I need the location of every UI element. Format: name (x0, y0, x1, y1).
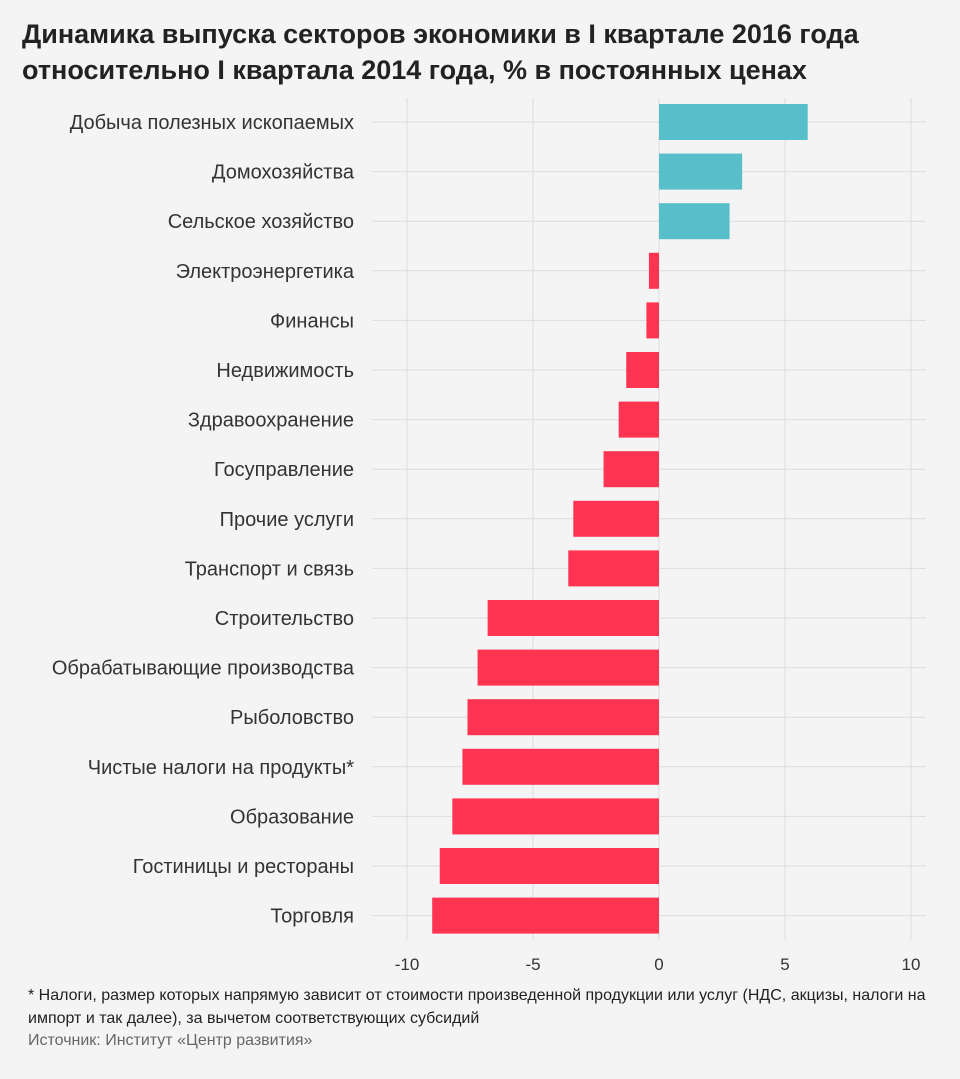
bar (477, 649, 659, 686)
bar (603, 451, 659, 488)
category-label: Строительство (215, 608, 354, 630)
bar (487, 600, 659, 636)
chart-title: Динамика выпуска секторов экономики в I … (22, 19, 859, 85)
x-tick-label: -5 (525, 955, 540, 974)
category-label: Финансы (270, 310, 354, 332)
category-label: Образование (230, 806, 354, 828)
source-note: Источник: Институт «Центр развития» (28, 1032, 313, 1049)
category-label: Прочие услуги (220, 509, 354, 531)
category-label: Здравоохранение (188, 410, 354, 432)
x-tick-label: -10 (395, 955, 420, 974)
category-label: Домохозяйства (212, 162, 355, 184)
category-label: Рыболовство (230, 707, 354, 729)
category-label: Обрабатывающие производства (52, 658, 355, 680)
bar (646, 302, 659, 339)
bar (467, 699, 659, 736)
x-axis-ticks: -10 -5 0 5 10 (395, 955, 921, 974)
category-label: Электроэнергетика (176, 261, 355, 283)
category-label: Госуправление (214, 459, 354, 481)
category-label: Недвижимость (216, 360, 354, 382)
bar (626, 352, 659, 388)
bar (659, 104, 808, 140)
bar (659, 203, 730, 240)
x-tick-label: 0 (654, 955, 663, 974)
bar (659, 153, 743, 190)
bar (452, 798, 659, 835)
category-label: Транспорт и связь (185, 558, 354, 580)
bar (568, 550, 659, 587)
category-label: Чистые налоги на продукты* (88, 757, 354, 779)
bar (573, 500, 659, 537)
category-label: Торговля (270, 906, 354, 928)
footnote: * Налоги, размер которых напрямую зависи… (28, 987, 926, 1027)
category-label: Гостиницы и рестораны (133, 856, 354, 878)
x-tick-label: 5 (780, 955, 789, 974)
bar (462, 748, 659, 785)
category-label: Добыча полезных ископаемых (70, 112, 354, 134)
category-label: Сельское хозяйство (168, 211, 354, 233)
bar (648, 252, 659, 289)
bar (432, 897, 659, 934)
bar-chart: Добыча полезных ископаемых Домохозяйства С… (52, 98, 926, 974)
category-labels: Добыча полезных ископаемых Домохозяйства С… (52, 112, 355, 928)
bar (618, 401, 659, 438)
bars (432, 104, 808, 934)
bar (439, 848, 659, 884)
x-tick-label: 10 (902, 955, 921, 974)
